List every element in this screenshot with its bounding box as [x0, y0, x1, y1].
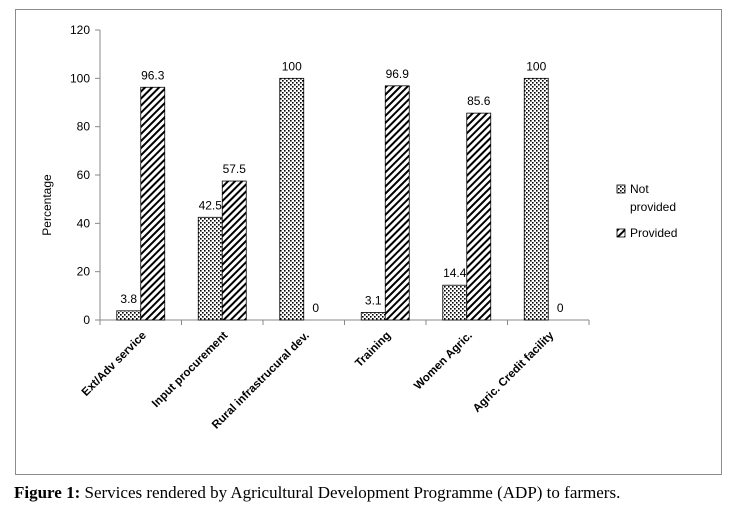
y-tick-label: 120: [70, 23, 90, 37]
data-label: 0: [312, 301, 319, 315]
x-category-label: Rural infrastrucural dev.: [210, 330, 312, 432]
legend: Not provided Provided: [616, 182, 677, 240]
y-tick-label: 80: [77, 120, 91, 134]
bar-not-provided: [116, 310, 142, 321]
data-label: 3.1: [365, 294, 382, 308]
y-tick-label: 40: [77, 216, 91, 230]
data-label: 100: [282, 59, 302, 73]
x-category-label: Input procurement: [150, 330, 230, 410]
bar-not-provided: [279, 77, 305, 321]
x-category-label: Ext/Adv service: [80, 330, 149, 399]
legend-swatch-not-provided: [616, 184, 626, 194]
bar-provided: [384, 85, 410, 321]
bar-not-provided: [442, 284, 468, 321]
x-category-label: Training: [353, 330, 393, 370]
data-label: 96.9: [386, 67, 410, 81]
data-label: 42.5: [199, 198, 223, 212]
bar-provided: [140, 86, 166, 321]
bar-provided: [466, 112, 492, 321]
legend-label: Not: [630, 182, 649, 196]
y-tick-label: 0: [83, 313, 90, 327]
legend-label: Provided: [630, 226, 677, 240]
bar-not-provided: [523, 77, 549, 321]
y-axis-title: Percentage: [40, 174, 54, 236]
bar-not-provided: [197, 216, 223, 321]
y-tick-label: 100: [70, 71, 90, 85]
data-label: 100: [526, 59, 546, 73]
figure-caption: Figure 1: Services rendered by Agricultu…: [14, 483, 741, 503]
bar-not-provided: [360, 312, 386, 321]
data-label: 57.5: [223, 162, 247, 176]
data-label: 96.3: [141, 68, 165, 82]
data-label: 3.8: [120, 292, 137, 306]
legend-swatch-provided: [616, 228, 626, 238]
data-label: 14.4: [443, 266, 467, 280]
data-label: 85.6: [467, 94, 491, 108]
bar-provided: [221, 180, 247, 321]
caption-label: Figure 1:: [14, 483, 81, 502]
legend-label: provided: [630, 200, 676, 214]
caption-text: Services rendered by Agricultural Develo…: [80, 483, 621, 502]
y-tick-label: 60: [77, 168, 91, 182]
data-label: 0: [557, 301, 564, 315]
chart-frame: 0 20 40 60 80 100 120 Percentage 3.8 96.3 Ext/Adv…: [15, 9, 722, 475]
y-tick-label: 20: [77, 265, 91, 279]
x-category-label: Agric. Credit facility: [471, 329, 557, 415]
x-category-label: Women Agric.: [412, 330, 475, 393]
bar-chart: 0 20 40 60 80 100 120 Percentage 3.8 96.3 Ext/Adv…: [40, 23, 677, 432]
